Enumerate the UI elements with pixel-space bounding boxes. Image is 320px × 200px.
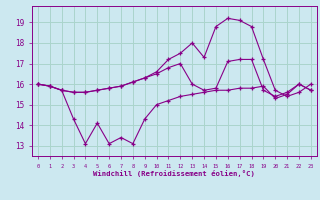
X-axis label: Windchill (Refroidissement éolien,°C): Windchill (Refroidissement éolien,°C) bbox=[93, 170, 255, 177]
